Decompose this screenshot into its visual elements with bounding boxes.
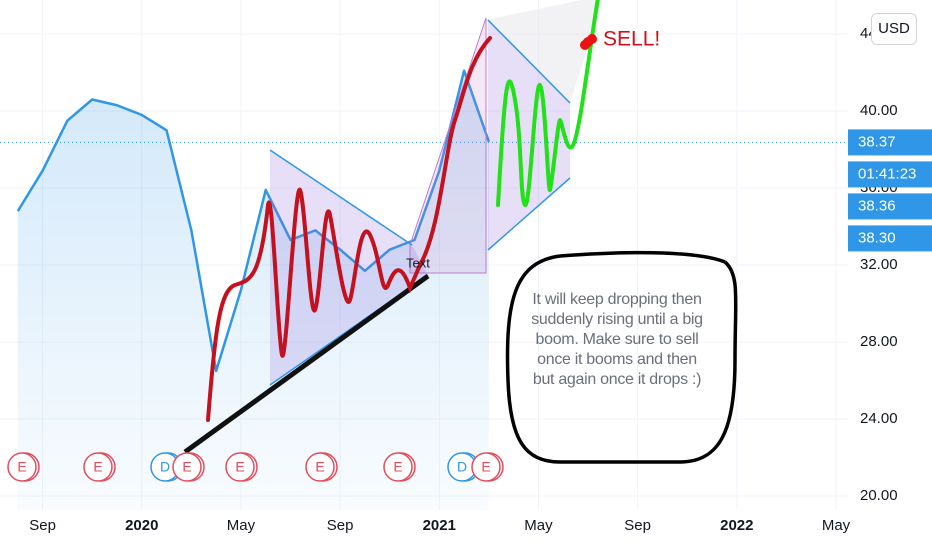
event-label: D [457, 459, 467, 475]
price-label: 38.36 [858, 197, 896, 214]
event-badge [225, 452, 255, 482]
x-tick-label: Sep [327, 517, 354, 534]
event-label: E [393, 459, 402, 475]
price-label: 01:41:23 [858, 165, 916, 182]
price-label: 38.30 [858, 229, 896, 246]
y-tick-label: 24.00 [860, 410, 898, 427]
sell-label: SELL! [603, 28, 660, 51]
event-label: E [315, 459, 324, 475]
event-badge [305, 452, 335, 482]
pennant-edge [487, 177, 571, 251]
price-label: 38.37 [858, 133, 896, 150]
price-label-bg [848, 161, 932, 188]
event-label: E [93, 459, 102, 475]
drawings: SELL! Text [183, 0, 738, 464]
event-label: E [235, 459, 244, 475]
event-badge [383, 452, 413, 482]
x-tick-label: Sep [624, 517, 651, 534]
trend-line [183, 273, 430, 455]
y-tick-label: 20.00 [860, 487, 898, 504]
x-tick-label: 2020 [125, 517, 158, 534]
event-badge [83, 452, 113, 482]
x-tick-label: May [524, 517, 553, 534]
pennant [488, 20, 570, 250]
y-tick-label: 28.00 [860, 333, 898, 350]
event-label: D [160, 459, 170, 475]
event-badge [172, 452, 202, 482]
x-tick-label: Sep [29, 517, 56, 534]
note-bubble [505, 250, 738, 464]
price-label-bg [848, 225, 932, 252]
pennant [270, 150, 428, 385]
green-forecast [496, 0, 600, 208]
text-label: Text [406, 255, 430, 270]
currency-button[interactable]: USD [871, 13, 917, 45]
price-label-bg [848, 193, 932, 220]
event-label: E [17, 459, 26, 475]
grey-wedge [486, 0, 604, 103]
price-axis-bg [848, 0, 932, 550]
y-tick-label: 32.00 [860, 256, 898, 273]
price-label-bg [848, 129, 932, 156]
event-badge [7, 452, 37, 482]
x-tick-label: May [227, 517, 256, 534]
x-tick-label: 2022 [720, 517, 753, 534]
y-tick-label: 40.00 [860, 102, 898, 119]
event-label: E [182, 459, 191, 475]
event-badge [471, 452, 501, 482]
pennant-edge [269, 149, 413, 246]
pennant-edge [487, 19, 571, 104]
time-axis-bg [0, 510, 932, 550]
sell-marker [583, 37, 593, 47]
red-trend [206, 36, 492, 422]
event-label: E [481, 459, 490, 475]
note-text: It will keep dropping then suddenly risi… [531, 291, 703, 388]
price-line [16, 69, 491, 373]
x-tick-label: 2021 [423, 517, 456, 534]
x-tick-label: May [822, 517, 851, 534]
price-area [17, 70, 489, 510]
